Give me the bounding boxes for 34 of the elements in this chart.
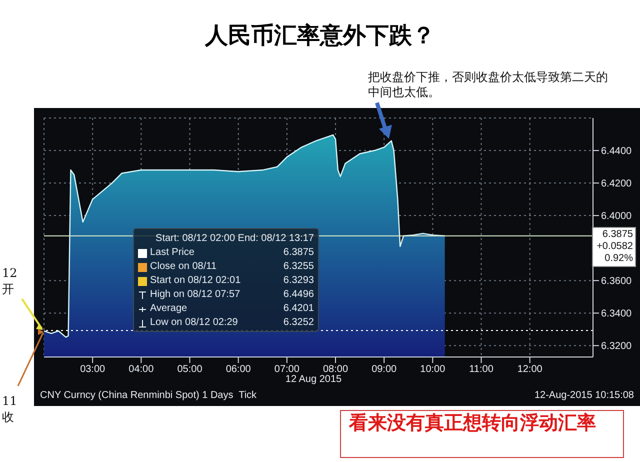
text: Start on 08/12 02:01 6.3293: [150, 275, 314, 286]
y-tick-label: 6.3200: [601, 341, 632, 352]
x-tick-label: 06:00: [226, 364, 252, 376]
text: +0.0582: [596, 240, 633, 253]
y-tick-label: 6.3600: [601, 276, 632, 288]
annotation: Start: 08/12 02:00 End: 08/12 13:17: [154, 232, 314, 246]
text: 0.92%: [604, 252, 633, 265]
x-tick-label: 09:00: [372, 364, 398, 376]
x-tick-label: 03:00: [80, 364, 106, 376]
text: 12-Aug-2015 10:15:08: [534, 390, 634, 401]
text: Last Price 6.3875: [150, 247, 314, 258]
y-tick-label: 6.4400: [601, 146, 632, 158]
text: CNY Curncy (China Renminbi Spot) 1 Days Tick: [40, 390, 257, 401]
text: Close on 08/11 6.3255: [150, 261, 314, 272]
text: 12 开: [2, 264, 18, 297]
text: 看来没有真正想转向浮动汇率: [340, 410, 624, 458]
y-tick-label: 6.3400: [601, 308, 632, 320]
y-tick-label: 6.4200: [601, 178, 632, 190]
x-tick-label: 11:00: [469, 364, 494, 376]
x-tick-label: 10:00: [420, 364, 446, 376]
text: Average 6.4201: [150, 303, 314, 314]
x-tick-label: 04:00: [128, 364, 154, 376]
text: 11 收: [2, 392, 18, 425]
x-tick-label: 07:00: [274, 364, 300, 376]
x-axis-title: 12 Aug 2015: [284, 374, 343, 385]
text: High on 08/12 07:57 6.4496: [150, 289, 314, 300]
x-tick-label: 05:00: [177, 364, 203, 376]
text: 把收盘价下推，否则收盘价太低导致第二天的中间也太低。: [368, 70, 609, 100]
text: Low on 08/12 02:29 6.3252: [150, 317, 314, 328]
x-tick-label: 08:00: [322, 364, 348, 376]
x-tick-label: 12:00: [517, 364, 543, 376]
y-tick-label: 6.4000: [601, 211, 632, 222]
chart-title: 人民币汇率意外下跌？: [204, 21, 436, 50]
ref-line-label: 6.3875: [601, 228, 633, 241]
